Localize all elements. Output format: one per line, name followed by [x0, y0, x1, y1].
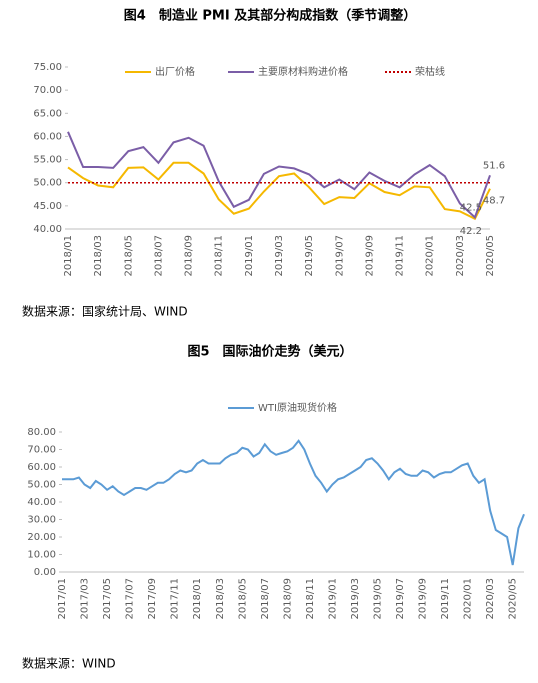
series-line [67, 131, 491, 220]
y-tick-label: 20.00 [27, 532, 56, 543]
legend-label: 主要原材料购进价格 [258, 65, 348, 78]
y-tick-label: 10.00 [27, 550, 56, 561]
legend-label: WTI原油现货价格 [258, 401, 337, 414]
data-label: 42.2 [460, 226, 482, 237]
y-tick-label: 80.00 [27, 427, 56, 438]
x-tick-label: 2017/03 [80, 578, 91, 620]
y-tick-label: 40.00 [33, 224, 62, 235]
source-note: 数据来源：国家统计局、WIND [22, 304, 188, 319]
legend-label: 出厂价格 [155, 65, 195, 78]
y-tick-label: 45.00 [33, 201, 62, 212]
y-tick-label: 50.00 [33, 178, 62, 189]
figure-title: 图5 国际油价走势（美元） [187, 344, 352, 360]
legend-label: 荣枯线 [415, 65, 445, 78]
x-tick-label: 2018/05 [123, 235, 134, 277]
source-note: 数据来源：WIND [22, 656, 116, 671]
x-tick-label: 2018/05 [237, 578, 248, 620]
x-tick-label: 2020/01 [463, 578, 474, 620]
data-label: 51.6 [483, 160, 505, 171]
figure-title: 图4 制造业 PMI 及其部分构成指数（季节调整） [124, 8, 416, 24]
x-tick-label: 2018/03 [215, 578, 226, 620]
y-tick-label: 70.00 [27, 445, 56, 456]
x-tick-label: 2017/09 [147, 578, 158, 620]
x-tick-label: 2017/01 [57, 578, 68, 620]
x-tick-label: 2018/07 [260, 578, 271, 620]
x-tick-label: 2018/01 [192, 578, 203, 620]
x-tick-label: 2019/07 [334, 235, 345, 277]
y-tick-label: 75.00 [33, 62, 62, 73]
x-tick-label: 2020/01 [425, 235, 436, 277]
x-tick-label: 2018/09 [184, 235, 195, 277]
y-tick-label: 0.00 [34, 567, 56, 578]
x-tick-label: 2017/11 [170, 578, 181, 620]
data-label: 42.5 [460, 202, 482, 213]
x-tick-label: 2020/03 [455, 235, 466, 277]
y-tick-label: 50.00 [27, 480, 56, 491]
y-tick-label: 70.00 [33, 85, 62, 96]
x-tick-label: 2019/03 [274, 235, 285, 277]
y-tick-label: 40.00 [27, 497, 56, 508]
y-tick-label: 60.00 [27, 462, 56, 473]
x-tick-label: 2018/09 [282, 578, 293, 620]
x-tick-label: 2019/09 [364, 235, 375, 277]
x-tick-label: 2019/05 [373, 578, 384, 620]
x-tick-label: 2018/07 [153, 235, 164, 277]
x-tick-label: 2019/11 [395, 235, 406, 277]
x-tick-label: 2020/03 [485, 578, 496, 620]
x-tick-label: 2018/11 [214, 235, 225, 277]
x-tick-label: 2020/05 [508, 578, 519, 620]
y-tick-label: 30.00 [27, 515, 56, 526]
x-tick-label: 2018/01 [63, 235, 74, 277]
x-tick-label: 2019/05 [304, 235, 315, 277]
x-tick-label: 2019/01 [327, 578, 338, 620]
y-tick-label: 65.00 [33, 108, 62, 119]
x-tick-label: 2018/11 [305, 578, 316, 620]
x-tick-label: 2017/05 [102, 578, 113, 620]
x-tick-label: 2020/05 [485, 235, 496, 277]
y-tick-label: 60.00 [33, 131, 62, 142]
series-line [62, 439, 525, 566]
x-tick-label: 2019/07 [395, 578, 406, 620]
x-tick-label: 2019/09 [418, 578, 429, 620]
series-line [67, 161, 491, 221]
x-tick-label: 2017/07 [125, 578, 136, 620]
x-tick-label: 2019/11 [440, 578, 451, 620]
y-tick-label: 55.00 [33, 155, 62, 166]
x-tick-label: 2019/03 [350, 578, 361, 620]
x-tick-label: 2019/01 [244, 235, 255, 277]
data-label: 48.7 [483, 196, 505, 207]
x-tick-label: 2018/03 [93, 235, 104, 277]
